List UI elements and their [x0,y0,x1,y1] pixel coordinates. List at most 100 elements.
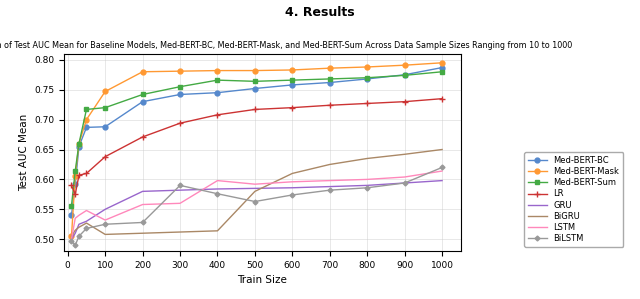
BiLSTM [139,221,147,224]
Med-BERT-Mask [364,65,371,69]
Med-BERT-Sum [101,106,109,109]
LSTM [75,213,83,217]
LR [68,184,76,187]
Med-BERT-Sum [326,77,333,81]
Med-BERT-Mask [438,61,446,65]
GRU [75,222,83,226]
LSTM [289,180,296,184]
BiGRU [139,231,147,235]
Med-BERT-Sum [438,70,446,74]
BiLSTM [289,193,296,197]
BiLSTM [214,192,221,196]
Med-BERT-Sum [214,78,221,82]
LR [401,100,408,103]
BiGRU [251,190,259,193]
Med-BERT-Sum [83,108,90,111]
LSTM [214,179,221,182]
LR [72,193,79,196]
Med-BERT-BC [101,125,109,129]
Med-BERT-BC [83,126,90,129]
Med-BERT-Mask [68,234,76,238]
Med-BERT-Mask [214,69,221,72]
BiLSTM [364,186,371,190]
BiGRU [176,230,184,234]
BiGRU [289,172,296,175]
Med-BERT-Mask [251,69,259,72]
BiLSTM [176,184,184,187]
Med-BERT-Sum [75,142,83,145]
BiLSTM [401,181,408,185]
BiLSTM [251,200,259,203]
LR [326,103,333,107]
LSTM [101,218,109,222]
LR [364,102,371,105]
X-axis label: Train Size: Train Size [237,275,287,286]
LR [438,97,446,100]
LSTM [438,169,446,173]
Line: Med-BERT-Mask: Med-BERT-Mask [69,60,445,239]
Med-BERT-BC [176,93,184,96]
Med-BERT-Sum [139,93,147,96]
GRU [101,208,109,211]
Med-BERT-Mask [289,68,296,72]
LR [83,172,90,175]
Med-BERT-Sum [251,80,259,83]
Line: LR: LR [68,96,445,197]
LSTM [401,175,408,179]
BiGRU [83,221,90,225]
GRU [176,188,184,192]
Med-BERT-Sum [289,78,296,82]
Med-BERT-BC [401,73,408,77]
Med-BERT-BC [214,91,221,94]
BiGRU [401,152,408,156]
LR [75,173,83,177]
GRU [72,231,79,235]
BiGRU [214,229,221,233]
GRU [214,187,221,191]
Med-BERT-Sum [176,85,184,89]
Med-BERT-Mask [72,174,79,178]
Line: BiLSTM: BiLSTM [70,166,444,247]
BiLSTM [326,188,333,192]
Med-BERT-BC [289,83,296,87]
GRU [364,184,371,187]
GRU [289,186,296,190]
BiLSTM [438,166,446,169]
LR [289,106,296,109]
BiLSTM [72,243,79,247]
BiGRU [364,157,371,160]
GRU [251,187,259,190]
Line: BiGRU: BiGRU [72,150,442,236]
Med-BERT-Sum [72,169,79,173]
Med-BERT-Mask [139,70,147,74]
BiLSTM [83,227,90,230]
Med-BERT-BC [75,145,83,148]
LSTM [326,179,333,182]
BiGRU [101,233,109,236]
BiGRU [68,234,76,238]
Med-BERT-BC [326,81,333,84]
Med-BERT-Mask [401,63,408,67]
BiGRU [72,228,79,232]
LSTM [72,216,79,220]
Med-BERT-Mask [75,142,83,145]
BiGRU [326,163,333,166]
Legend: Med-BERT-BC, Med-BERT-Mask, Med-BERT-Sum, LR, GRU, BiGRU, LSTM, BiLSTM: Med-BERT-BC, Med-BERT-Mask, Med-BERT-Sum… [524,152,623,247]
LR [251,108,259,111]
Med-BERT-BC [364,77,371,81]
Med-BERT-Mask [101,90,109,93]
LSTM [139,203,147,206]
Med-BERT-Mask [326,66,333,70]
BiLSTM [101,222,109,226]
BiGRU [75,225,83,229]
BiLSTM [75,234,83,238]
GRU [68,237,76,241]
LSTM [251,182,259,186]
Line: GRU: GRU [72,181,442,239]
GRU [438,179,446,182]
Med-BERT-Mask [176,69,184,73]
BiGRU [438,148,446,151]
LSTM [68,237,76,241]
Med-BERT-BC [72,182,79,186]
Line: LSTM: LSTM [72,171,442,239]
